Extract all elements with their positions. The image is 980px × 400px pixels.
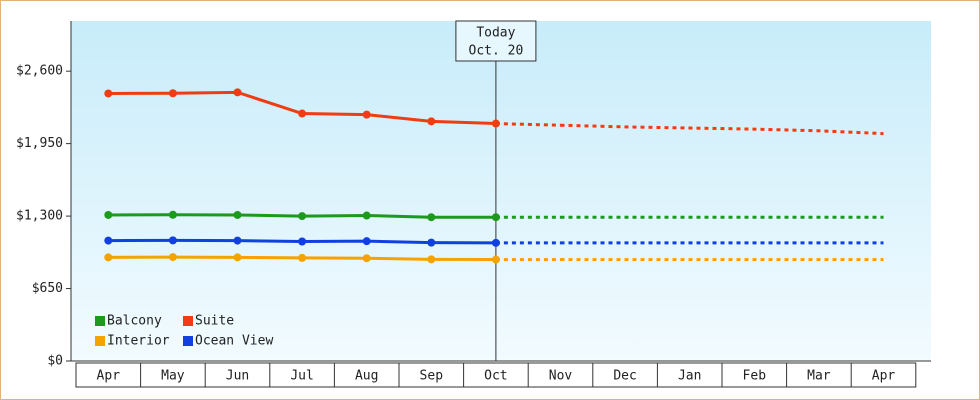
y-tick-label: $1,300: [16, 209, 63, 224]
price-point: [491, 119, 500, 128]
price-point: [168, 210, 177, 219]
price-point: [362, 254, 371, 263]
x-tick-label: Jun: [226, 369, 249, 384]
legend-swatch: [95, 336, 105, 346]
today-box: [455, 20, 537, 62]
price-point: [362, 110, 371, 119]
legend-label: Ocean View: [195, 334, 273, 349]
price-point: [233, 236, 242, 245]
price-point: [168, 89, 177, 98]
price-point: [104, 253, 113, 262]
today-label: Today: [476, 26, 515, 41]
price-point: [427, 213, 436, 222]
legend-swatch: [95, 316, 105, 326]
price-point: [362, 237, 371, 246]
x-tick-label: Apr: [97, 369, 121, 384]
price-point: [298, 237, 307, 246]
price-point: [427, 117, 436, 126]
legend-label: Balcony: [107, 314, 162, 329]
x-tick-label: Jul: [290, 369, 313, 384]
price-point: [298, 253, 307, 262]
price-point: [491, 255, 500, 264]
x-tick-label: Nov: [549, 369, 573, 384]
price-point: [168, 253, 177, 262]
price-point: [491, 238, 500, 247]
y-tick-label: $650: [32, 281, 63, 296]
y-tick-label: $1,950: [16, 136, 63, 151]
x-tick-label: Apr: [872, 369, 896, 384]
x-tick-label: Sep: [420, 369, 444, 384]
price-point: [427, 255, 436, 264]
legend-swatch: [183, 316, 193, 326]
price-point: [233, 253, 242, 262]
x-tick-label: Aug: [355, 369, 378, 384]
x-tick-label: Dec: [613, 369, 636, 384]
x-tick-label: May: [161, 369, 185, 384]
price-point: [233, 210, 242, 219]
price-point: [233, 88, 242, 97]
price-point: [427, 238, 436, 247]
legend-label: Suite: [195, 314, 234, 329]
y-tick-label: $0: [47, 354, 63, 369]
x-tick-label: Mar: [807, 369, 831, 384]
y-tick-label: $2,600: [16, 64, 63, 79]
price-point: [491, 213, 500, 222]
plot-area: [71, 21, 931, 361]
forecast-join: [495, 122, 561, 127]
today-date: Oct. 20: [469, 44, 524, 59]
price-point: [168, 236, 177, 245]
price-point: [362, 211, 371, 220]
price-point: [104, 210, 113, 219]
x-tick-label: Oct: [484, 369, 507, 384]
legend-swatch: [183, 336, 193, 346]
x-tick-label: Jan: [678, 369, 701, 384]
price-point: [104, 89, 113, 98]
x-tick-label: Feb: [743, 369, 767, 384]
price-point: [104, 236, 113, 245]
forecast-line: [560, 123, 884, 136]
price-point: [298, 109, 307, 118]
price-point: [298, 212, 307, 221]
legend-label: Interior: [107, 334, 170, 349]
